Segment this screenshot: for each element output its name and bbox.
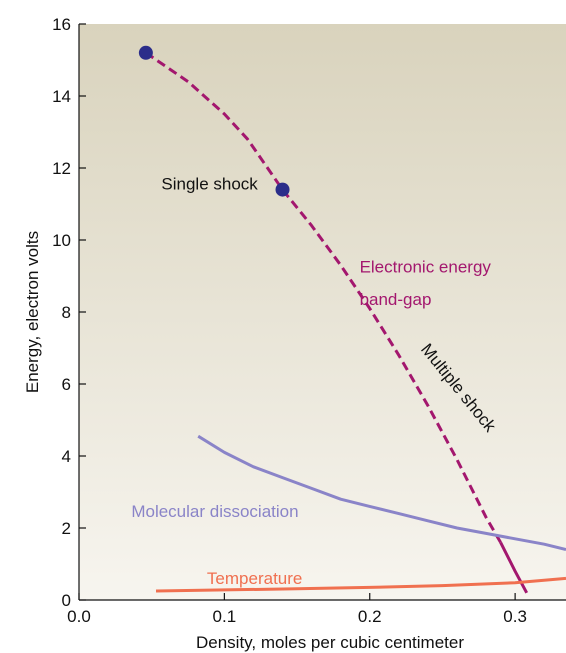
series-line-multiple-shock [499, 541, 529, 594]
data-point-marker-1 [138, 45, 153, 60]
y-tick-label: 4 [62, 447, 71, 466]
x-tick-label: 0.1 [213, 607, 237, 626]
annotation-electronic-energy: Electronic energy [360, 257, 492, 276]
y-tick-label: 0 [62, 591, 71, 610]
axis-layer: 0 2 4 6 8 10 12 14 16 0.0 0.1 0.2 0.3 [52, 15, 566, 626]
series-line-electronic-energy-band-gap [145, 51, 502, 544]
y-tick-label: 2 [62, 519, 71, 538]
y-axis-label: Energy, electron volts [23, 231, 42, 393]
x-axis-label: Density, moles per cubic centimeter [196, 633, 464, 652]
annotation-single-shock: Single shock [161, 175, 258, 194]
x-tick-label: 0.2 [358, 607, 382, 626]
y-tick-label: 14 [52, 87, 71, 106]
y-tick-label: 12 [52, 159, 71, 178]
x-tick-label: 0.0 [67, 607, 91, 626]
y-tick-label: 8 [62, 303, 71, 322]
y-tick-label: 10 [52, 231, 71, 250]
annotation-band-gap: band-gap [360, 290, 432, 309]
data-point-marker-2 [275, 182, 290, 197]
marker-layer [138, 45, 290, 197]
y-tick-label: 6 [62, 375, 71, 394]
annotation-molecular-dissociation: Molecular dissociation [131, 502, 298, 521]
series-line-temperature [155, 576, 566, 593]
annotation-temperature: Temperature [207, 569, 302, 588]
series-layer [145, 51, 566, 594]
y-tick-label: 16 [52, 15, 71, 34]
x-tick-label: 0.3 [503, 607, 527, 626]
series-line-molecular-dissociation [197, 434, 566, 552]
plot-background [79, 24, 566, 600]
